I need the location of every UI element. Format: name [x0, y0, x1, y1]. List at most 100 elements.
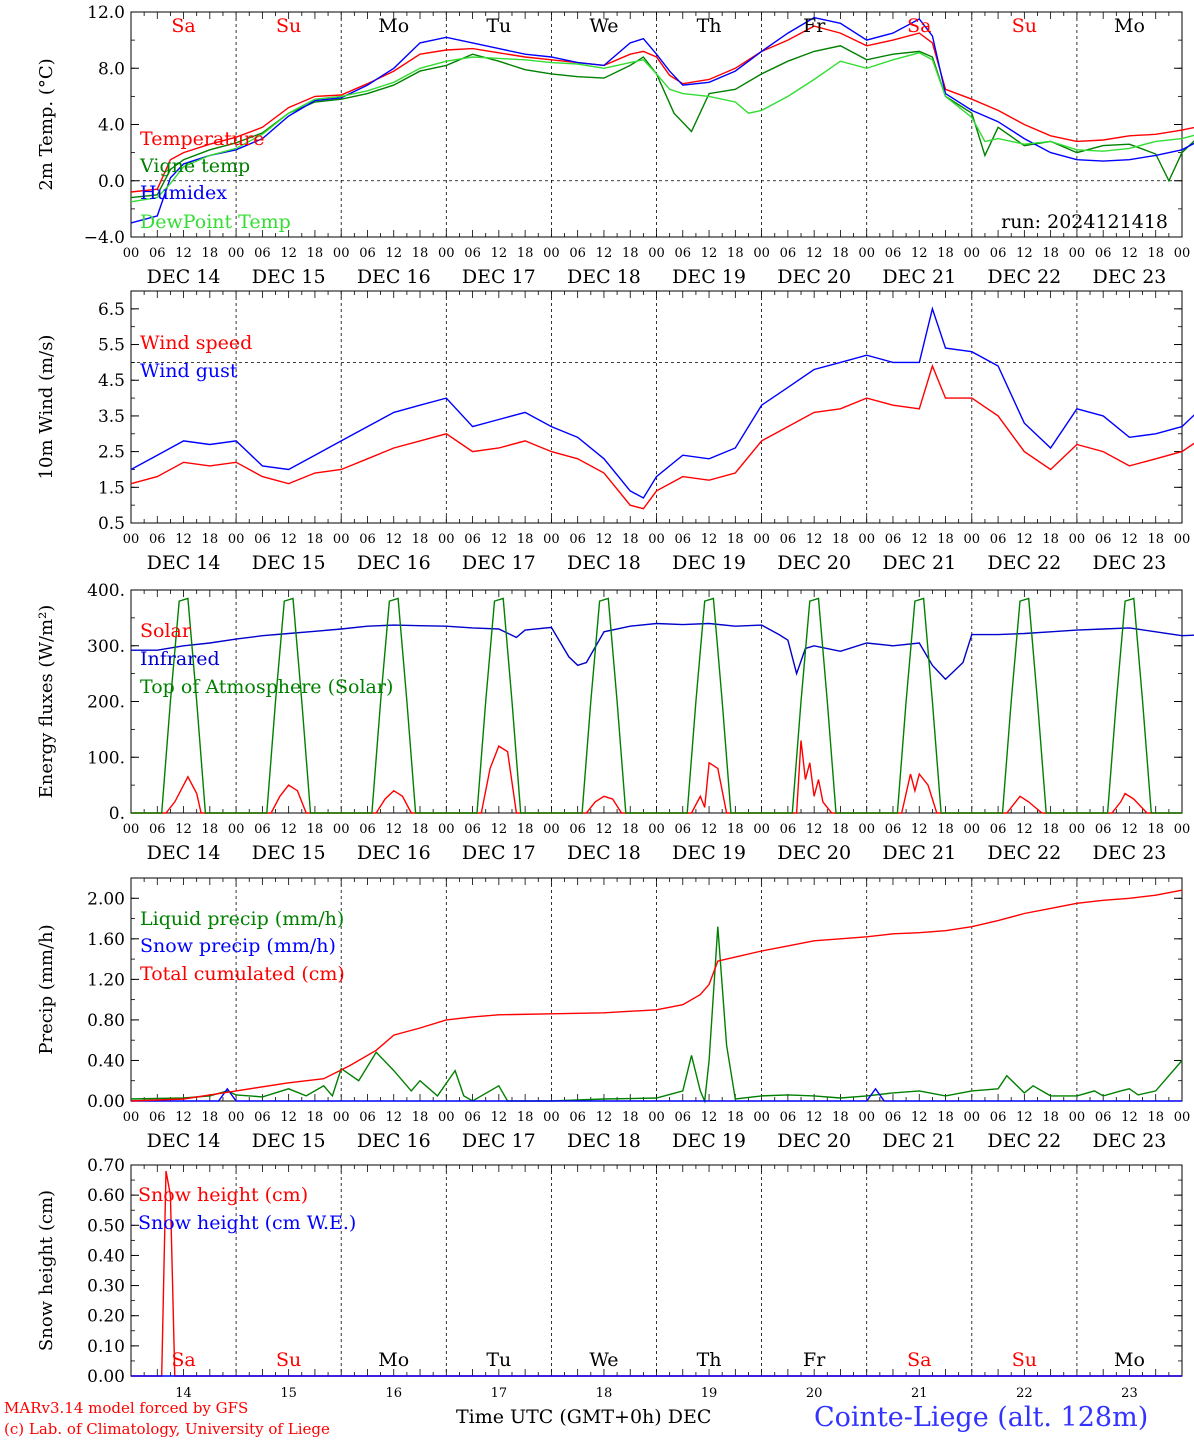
hour-label: 00 — [438, 822, 455, 837]
hour-label: 18 — [622, 246, 639, 261]
y-tick-label: 0.70 — [87, 1156, 125, 1176]
weekday-label: Mo — [1114, 15, 1145, 37]
hour-label: 06 — [359, 1110, 376, 1125]
series-line — [131, 1087, 1182, 1102]
date-label: DEC 23 — [1093, 1130, 1167, 1152]
hour-label: 18 — [1042, 532, 1059, 547]
y-tick-label: 4.0 — [98, 116, 125, 136]
time-axis-label: Time UTC (GMT+0h) DEC — [456, 1406, 712, 1428]
hour-label: 12 — [280, 822, 297, 837]
hour-label: 12 — [1121, 246, 1138, 261]
hour-label: 00 — [543, 822, 560, 837]
hour-label: 12 — [911, 1110, 928, 1125]
hour-label: 12 — [385, 532, 402, 547]
date-label: DEC 23 — [1093, 842, 1167, 864]
hour-label: 18 — [727, 1110, 744, 1125]
hour-label: 00 — [753, 1110, 770, 1125]
date-label: DEC 14 — [147, 842, 221, 864]
hour-label: 18 — [832, 822, 849, 837]
hour-label: 12 — [1016, 822, 1033, 837]
hour-label: 06 — [464, 1110, 481, 1125]
series-line — [131, 622, 1194, 681]
hour-label: 18 — [937, 246, 954, 261]
weekday-label: We — [589, 1349, 618, 1371]
date-label: DEC 21 — [882, 842, 956, 864]
day-number: 17 — [491, 1386, 508, 1401]
hour-label: 18 — [202, 822, 219, 837]
hour-label: 06 — [359, 246, 376, 261]
hour-label: 06 — [254, 822, 271, 837]
hour-label: 18 — [202, 246, 219, 261]
hour-label: 18 — [307, 532, 324, 547]
date-label: DEC 22 — [987, 842, 1061, 864]
hour-label: 12 — [175, 246, 192, 261]
hour-label: 00 — [648, 532, 665, 547]
hour-label: 06 — [885, 532, 902, 547]
hour-label: 00 — [753, 822, 770, 837]
hour-label: 18 — [517, 822, 534, 837]
hour-label: 18 — [517, 532, 534, 547]
date-label: DEC 23 — [1093, 552, 1167, 574]
y-axis-label: 10m Wind (m/s) — [36, 335, 57, 480]
hour-label: 00 — [543, 1110, 560, 1125]
hour-label: 12 — [175, 532, 192, 547]
hour-label: 18 — [937, 532, 954, 547]
hour-label: 00 — [228, 532, 245, 547]
hour-label: 06 — [990, 532, 1007, 547]
hour-label: 18 — [727, 246, 744, 261]
hour-label: 12 — [280, 532, 297, 547]
y-tick-label: 3.5 — [98, 407, 125, 427]
hour-label: 06 — [990, 246, 1007, 261]
hour-label: 12 — [701, 246, 718, 261]
hour-label: 00 — [753, 532, 770, 547]
hour-label: 18 — [832, 1110, 849, 1125]
hour-label: 06 — [359, 532, 376, 547]
hour-label: 06 — [149, 822, 166, 837]
date-label: DEC 22 — [987, 1130, 1061, 1152]
hour-label: 12 — [1121, 822, 1138, 837]
hour-label: 00 — [333, 246, 350, 261]
hour-label: 06 — [254, 246, 271, 261]
hour-label: 06 — [675, 532, 692, 547]
legend-entry: Vigne temp — [139, 155, 250, 177]
y-tick-label: 0.0 — [98, 172, 125, 192]
series-line — [131, 597, 1182, 814]
hour-label: 18 — [727, 822, 744, 837]
hour-label: 12 — [1121, 532, 1138, 547]
y-tick-label: 0.40 — [87, 1246, 125, 1266]
hour-label: 12 — [491, 532, 508, 547]
date-label: DEC 20 — [777, 266, 851, 288]
y-tick-label: 400. — [87, 581, 125, 601]
date-label: DEC 14 — [147, 552, 221, 574]
hour-label: 00 — [648, 1110, 665, 1125]
series-line — [130, 926, 1183, 1104]
weekday-label: Th — [697, 1349, 722, 1371]
hour-label: 18 — [202, 1110, 219, 1125]
hour-label: 18 — [412, 246, 429, 261]
date-label: DEC 14 — [147, 1130, 221, 1152]
legend-entry: Snow height (cm) — [138, 1184, 308, 1206]
y-tick-label: 0.20 — [87, 1307, 125, 1327]
hour-label: 18 — [1042, 1110, 1059, 1125]
legend-entry: Infrared — [140, 648, 220, 670]
hour-label: 06 — [885, 246, 902, 261]
hour-label: 18 — [412, 532, 429, 547]
y-tick-label: 1.5 — [98, 478, 125, 498]
hour-label: 18 — [622, 532, 639, 547]
hour-label: 12 — [280, 246, 297, 261]
weekday-label: Su — [1012, 1349, 1037, 1371]
weekday-label: Sa — [171, 1349, 195, 1371]
hour-label: 12 — [806, 532, 823, 547]
weekday-label: Tu — [486, 1349, 511, 1371]
hour-label: 06 — [990, 1110, 1007, 1125]
date-label: DEC 19 — [672, 266, 746, 288]
weekday-label: Tu — [486, 15, 511, 37]
hour-label: 12 — [596, 822, 613, 837]
hour-label: 00 — [123, 822, 140, 837]
hour-label: 18 — [1042, 246, 1059, 261]
day-number: 21 — [911, 1386, 928, 1401]
hour-label: 18 — [1147, 532, 1164, 547]
hour-label: 06 — [1095, 532, 1112, 547]
hour-label: 06 — [464, 246, 481, 261]
